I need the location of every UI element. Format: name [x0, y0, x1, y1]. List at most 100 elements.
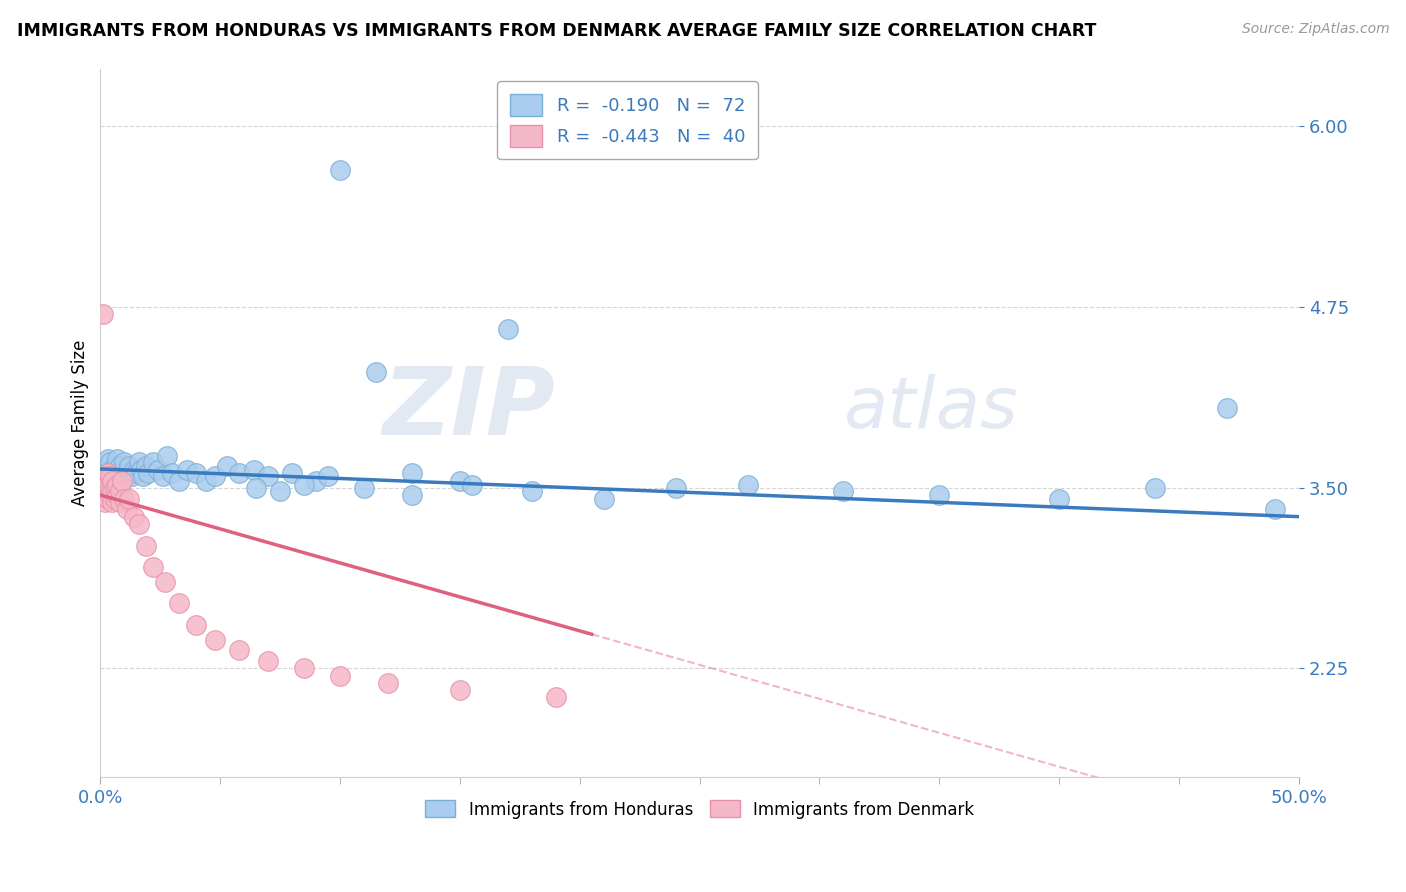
Point — [194, 474, 217, 488]
Point — [832, 483, 855, 498]
Point — [449, 474, 471, 488]
Point — [245, 481, 267, 495]
Point — [544, 690, 567, 705]
Point — [96, 467, 118, 481]
Point — [269, 483, 291, 498]
Point — [94, 474, 117, 488]
Point — [142, 455, 165, 469]
Point — [112, 463, 135, 477]
Point — [461, 478, 484, 492]
Point — [98, 481, 121, 495]
Point — [1143, 481, 1166, 495]
Point — [1047, 492, 1070, 507]
Point — [305, 474, 328, 488]
Point — [94, 483, 117, 498]
Point — [105, 451, 128, 466]
Point — [135, 458, 157, 473]
Point — [112, 492, 135, 507]
Point — [129, 463, 152, 477]
Point — [111, 474, 134, 488]
Point — [128, 455, 150, 469]
Point — [94, 495, 117, 509]
Point — [153, 574, 176, 589]
Point — [257, 654, 280, 668]
Point — [108, 483, 131, 498]
Point — [122, 509, 145, 524]
Point — [228, 467, 250, 481]
Point — [1264, 502, 1286, 516]
Point — [377, 676, 399, 690]
Point — [105, 478, 128, 492]
Point — [91, 488, 114, 502]
Point — [142, 560, 165, 574]
Point — [401, 467, 423, 481]
Point — [104, 474, 127, 488]
Point — [91, 467, 114, 481]
Point — [101, 472, 124, 486]
Point — [204, 632, 226, 647]
Point — [257, 469, 280, 483]
Point — [101, 495, 124, 509]
Point — [1216, 401, 1239, 416]
Point — [242, 463, 264, 477]
Point — [98, 467, 121, 481]
Text: atlas: atlas — [844, 374, 1018, 443]
Point — [122, 463, 145, 477]
Point — [105, 463, 128, 477]
Point — [125, 467, 148, 481]
Point — [204, 469, 226, 483]
Point — [364, 365, 387, 379]
Point — [329, 162, 352, 177]
Point — [592, 492, 614, 507]
Point — [520, 483, 543, 498]
Point — [132, 469, 155, 483]
Point — [96, 451, 118, 466]
Point — [928, 488, 950, 502]
Point — [186, 467, 208, 481]
Point — [96, 463, 118, 477]
Point — [118, 492, 141, 507]
Point — [96, 492, 118, 507]
Point — [98, 469, 121, 483]
Point — [96, 469, 118, 483]
Point — [146, 463, 169, 477]
Point — [228, 642, 250, 657]
Point — [496, 322, 519, 336]
Point — [111, 474, 134, 488]
Point — [108, 458, 131, 473]
Point — [281, 467, 304, 481]
Point — [108, 467, 131, 481]
Point — [737, 478, 759, 492]
Point — [112, 455, 135, 469]
Point — [401, 488, 423, 502]
Point — [101, 463, 124, 477]
Point — [449, 683, 471, 698]
Point — [94, 458, 117, 473]
Point — [665, 481, 688, 495]
Point — [98, 474, 121, 488]
Point — [105, 488, 128, 502]
Point — [176, 463, 198, 477]
Point — [121, 469, 143, 483]
Point — [128, 516, 150, 531]
Point — [162, 467, 184, 481]
Legend: Immigrants from Honduras, Immigrants from Denmark: Immigrants from Honduras, Immigrants fro… — [419, 794, 980, 825]
Point — [91, 307, 114, 321]
Point — [104, 467, 127, 481]
Point — [98, 488, 121, 502]
Point — [108, 495, 131, 509]
Point — [101, 483, 124, 498]
Point — [118, 458, 141, 473]
Y-axis label: Average Family Size: Average Family Size — [72, 340, 89, 506]
Point — [329, 668, 352, 682]
Point — [96, 478, 118, 492]
Point — [152, 469, 174, 483]
Point — [104, 492, 127, 507]
Point — [111, 467, 134, 481]
Point — [156, 449, 179, 463]
Point — [217, 458, 239, 473]
Point — [94, 474, 117, 488]
Point — [169, 474, 191, 488]
Point — [115, 467, 138, 481]
Point — [169, 596, 191, 610]
